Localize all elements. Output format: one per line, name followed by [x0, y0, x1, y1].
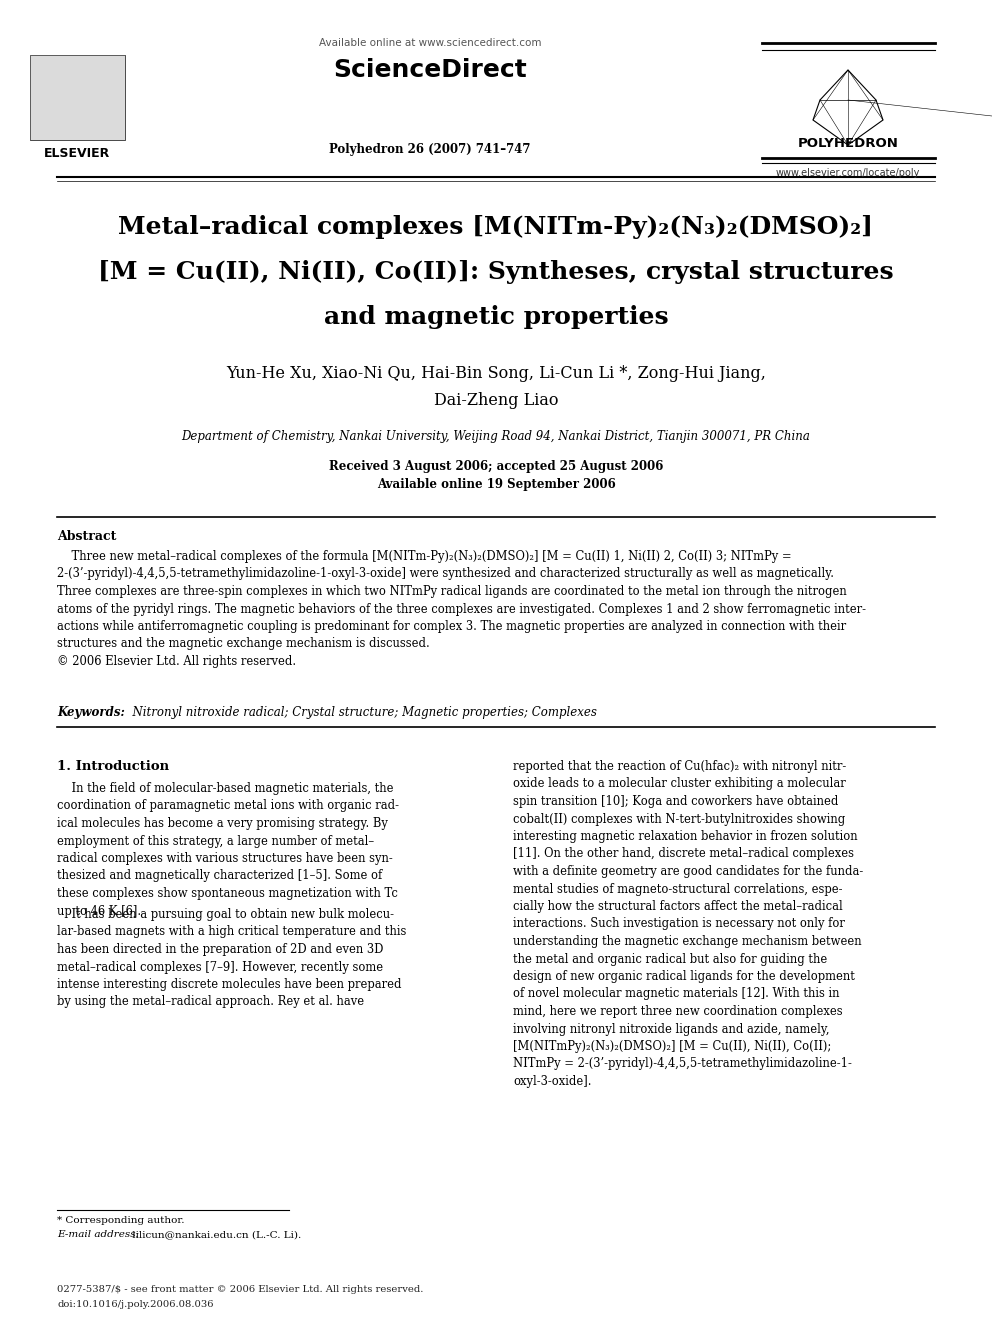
Text: Three new metal–radical complexes of the formula [M(NITm-Py)₂(N₃)₂(DMSO)₂] [M = : Three new metal–radical complexes of the… — [57, 550, 866, 668]
Text: Abstract: Abstract — [57, 531, 116, 542]
Text: ELSEVIER: ELSEVIER — [44, 147, 110, 160]
Text: Yun-He Xu, Xiao-Ni Qu, Hai-Bin Song, Li-Cun Li *, Zong-Hui Jiang,: Yun-He Xu, Xiao-Ni Qu, Hai-Bin Song, Li-… — [226, 365, 766, 382]
Text: Metal–radical complexes [M(NITm-Py)₂(N₃)₂(DMSO)₂]: Metal–radical complexes [M(NITm-Py)₂(N₃)… — [118, 216, 874, 239]
Text: Dai-Zheng Liao: Dai-Zheng Liao — [434, 392, 558, 409]
Text: Keywords:: Keywords: — [57, 706, 125, 718]
Text: ScienceDirect: ScienceDirect — [333, 58, 527, 82]
Text: Available online 19 September 2006: Available online 19 September 2006 — [377, 478, 615, 491]
Text: Available online at www.sciencedirect.com: Available online at www.sciencedirect.co… — [318, 38, 542, 48]
Text: It has been a pursuing goal to obtain new bulk molecu-
lar-based magnets with a : It has been a pursuing goal to obtain ne… — [57, 908, 407, 1008]
Text: and magnetic properties: and magnetic properties — [323, 306, 669, 329]
Text: E-mail address:: E-mail address: — [57, 1230, 139, 1240]
Text: Received 3 August 2006; accepted 25 August 2006: Received 3 August 2006; accepted 25 Augu… — [328, 460, 664, 474]
Text: Department of Chemistry, Nankai University, Weijing Road 94, Nankai District, Ti: Department of Chemistry, Nankai Universi… — [182, 430, 810, 443]
Text: * Corresponding author.: * Corresponding author. — [57, 1216, 185, 1225]
Text: 1. Introduction: 1. Introduction — [57, 759, 169, 773]
Text: Nitronyl nitroxide radical; Crystal structure; Magnetic properties; Complexes: Nitronyl nitroxide radical; Crystal stru… — [125, 706, 597, 718]
Text: lilicun@nankai.edu.cn (L.-C. Li).: lilicun@nankai.edu.cn (L.-C. Li). — [129, 1230, 302, 1240]
Bar — [30, 56, 125, 140]
Text: [M = Cu(II), Ni(II), Co(II)]: Syntheses, crystal structures: [M = Cu(II), Ni(II), Co(II)]: Syntheses,… — [98, 261, 894, 284]
Text: Polyhedron 26 (2007) 741–747: Polyhedron 26 (2007) 741–747 — [329, 143, 531, 156]
Text: doi:10.1016/j.poly.2006.08.036: doi:10.1016/j.poly.2006.08.036 — [57, 1301, 213, 1308]
Text: www.elsevier.com/locate/poly: www.elsevier.com/locate/poly — [776, 168, 921, 179]
Text: 0277-5387/$ - see front matter © 2006 Elsevier Ltd. All rights reserved.: 0277-5387/$ - see front matter © 2006 El… — [57, 1285, 424, 1294]
Text: In the field of molecular-based magnetic materials, the
coordination of paramagn: In the field of molecular-based magnetic… — [57, 782, 399, 917]
Bar — [30, 56, 125, 140]
Text: reported that the reaction of Cu(hfac)₂ with nitronyl nitr-
oxide leads to a mol: reported that the reaction of Cu(hfac)₂ … — [513, 759, 863, 1088]
Text: POLYHEDRON: POLYHEDRON — [798, 138, 899, 149]
